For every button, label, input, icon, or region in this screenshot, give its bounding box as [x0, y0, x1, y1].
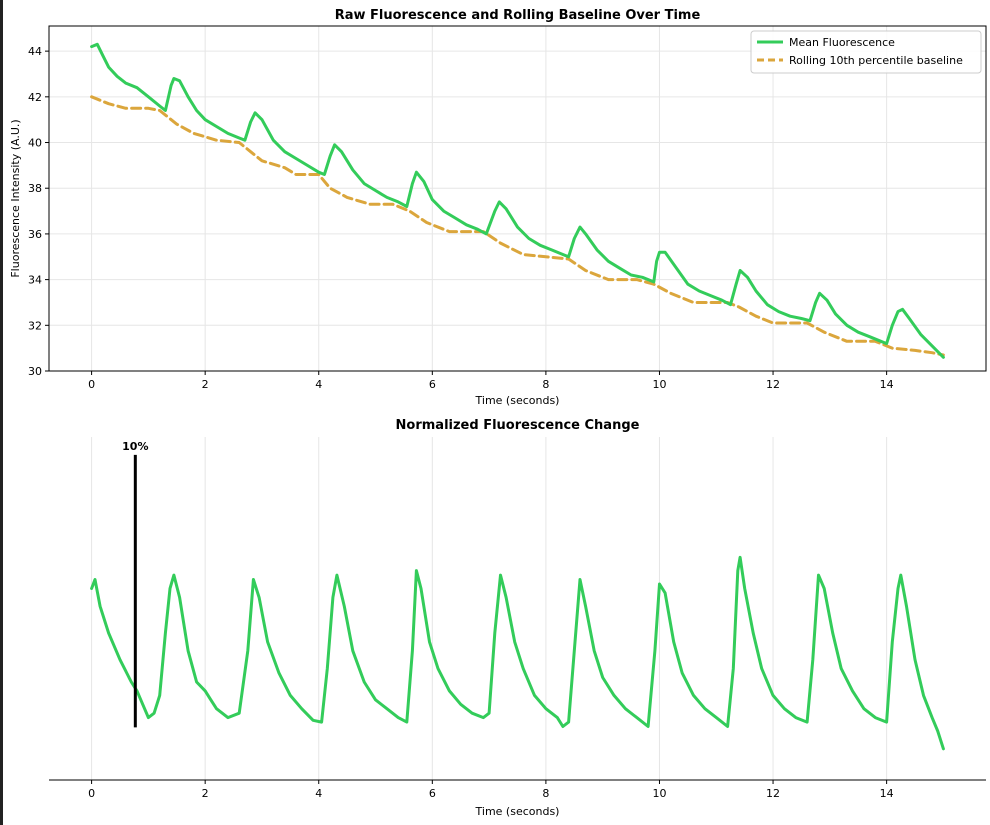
- x-tick-label: 10: [652, 378, 666, 391]
- y-tick-label: 30: [28, 365, 42, 378]
- x-tick-label: 10: [652, 787, 666, 800]
- legend-box: [750, 30, 982, 74]
- y-tick-label: 32: [28, 319, 42, 332]
- axes-frame: [48, 25, 987, 372]
- x-axis-label: Time (seconds): [475, 805, 560, 818]
- fluorescence-series-line: [90, 555, 945, 751]
- y-tick-label: 38: [28, 182, 42, 195]
- x-tick-label: 6: [429, 787, 436, 800]
- y-axis-label: Fluorescence Intensity (A.U.): [9, 119, 22, 277]
- y-tick-label: 44: [28, 45, 42, 58]
- legend-entry-label: Mean Fluorescence: [789, 36, 895, 49]
- x-axis-label: Time (seconds): [475, 394, 560, 407]
- x-tick-label: 14: [880, 378, 894, 391]
- chart-2: 0 2 4 6 8 10 12 14 Normalized Fluorescence Chang…: [49, 418, 986, 818]
- window-left-edge: [0, 0, 3, 825]
- chart-1: 0 2 4 6 8 10 12 14 30 32 34 36 38 40 42 44 Raw Fluoresce…: [9, 8, 987, 407]
- x-tick-label: 0: [88, 787, 95, 800]
- y-tick-label: 36: [28, 228, 42, 241]
- fluorescence-series-line: [90, 42, 945, 359]
- x-tick-label: 12: [766, 378, 780, 391]
- y-tick-label: 42: [28, 91, 42, 104]
- scale-bar-label: 10%: [122, 440, 148, 453]
- x-tick-label: 0: [88, 378, 95, 391]
- legend-entry-label: Rolling 10th percentile baseline: [789, 54, 963, 67]
- x-tick-label: 4: [315, 378, 322, 391]
- chart-title: Raw Fluorescence and Rolling Baseline Ov…: [335, 8, 701, 23]
- legend: Mean Fluorescence Rolling 10th percentile…: [750, 30, 982, 74]
- baseline-series-line: [90, 95, 945, 357]
- y-tick-label: 40: [28, 137, 42, 150]
- x-tick-label: 4: [315, 787, 322, 800]
- chart-title: Normalized Fluorescence Change: [396, 418, 640, 433]
- x-tick-label: 2: [202, 378, 209, 391]
- x-tick-label: 12: [766, 787, 780, 800]
- x-tick-label: 8: [542, 787, 549, 800]
- x-tick-label: 8: [542, 378, 549, 391]
- x-tick-label: 6: [429, 378, 436, 391]
- x-tick-label: 14: [880, 787, 894, 800]
- x-tick-label: 2: [202, 787, 209, 800]
- y-tick-label: 34: [28, 274, 42, 287]
